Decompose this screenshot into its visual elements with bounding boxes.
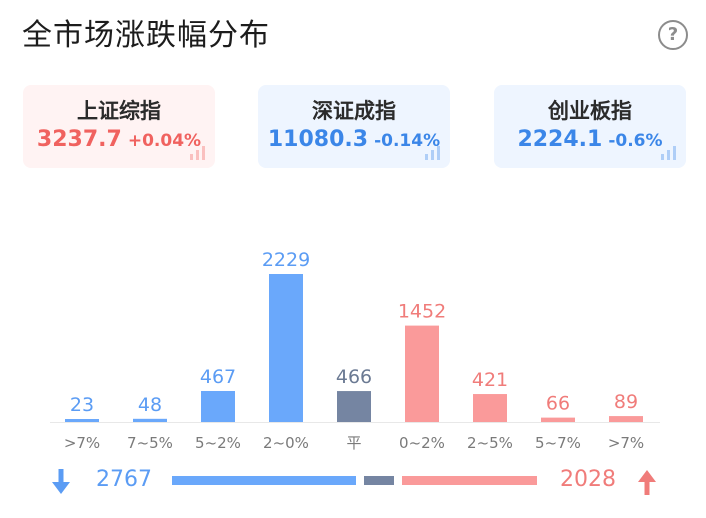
bar-value-label: 48	[138, 394, 162, 416]
bar-value-label: 2229	[262, 249, 310, 271]
bar-value-label: 421	[472, 369, 508, 391]
mini-chart-icon	[190, 146, 205, 160]
index-name: 创业板指	[548, 99, 632, 123]
distribution-chart: 23 >7% 48 7~5% 467 5~2% 2229 2~0% 466 平 1452 0~2% 42…	[50, 249, 660, 452]
arrow-up-icon	[638, 470, 656, 495]
index-change: -0.14%	[374, 131, 441, 151]
up-count: 2028	[560, 467, 616, 492]
bar-value-label: 89	[614, 391, 638, 413]
question-circle-icon[interactable]: ?	[658, 20, 688, 50]
bar-3[interactable]	[269, 274, 303, 422]
bar-1[interactable]	[133, 418, 167, 422]
index-price: 3237.7	[36, 127, 122, 152]
down-count: 2767	[96, 467, 152, 492]
category-label: 5~2%	[195, 434, 241, 452]
index-price: 2224.1	[517, 127, 603, 152]
index-price: 11080.3	[267, 127, 369, 152]
category-label: 5~7%	[535, 434, 581, 452]
ratio-bar-down	[172, 476, 356, 485]
index-card-shenzhen[interactable]: 深证成指 11080.3 -0.14%	[258, 85, 450, 168]
index-change: +0.04%	[127, 131, 202, 151]
bar-0[interactable]	[65, 419, 99, 422]
bar-2[interactable]	[201, 390, 235, 422]
page-title: 全市场涨跌幅分布	[22, 18, 270, 53]
rise-fall-summary: 2767 2028	[0, 463, 706, 499]
bar-value-label: 23	[70, 394, 94, 416]
category-label: >7%	[608, 434, 644, 452]
category-label: 2~5%	[467, 434, 513, 452]
index-card-chinext[interactable]: 创业板指 2224.1 -0.6%	[494, 85, 686, 168]
bar-value-label: 66	[546, 393, 570, 415]
bar-7[interactable]	[541, 417, 575, 422]
category-label: 0~2%	[399, 434, 445, 452]
category-label: 7~5%	[127, 434, 173, 452]
mini-chart-icon	[661, 146, 676, 160]
bar-value-label: 1452	[398, 301, 446, 323]
bar-value-label: 466	[336, 366, 372, 388]
bar-value-label: 467	[200, 366, 236, 388]
arrow-down-icon	[52, 469, 70, 494]
index-card-shanghai[interactable]: 上证综指 3237.7 +0.04%	[23, 85, 215, 168]
index-change: -0.6%	[608, 131, 663, 151]
bar-8[interactable]	[609, 416, 643, 422]
ratio-bar-flat	[363, 476, 395, 485]
index-name: 上证综指	[77, 99, 161, 123]
category-label: 平	[346, 434, 361, 452]
bar-5[interactable]	[405, 325, 439, 422]
category-label: >7%	[64, 434, 100, 452]
index-name: 深证成指	[312, 99, 396, 123]
bar-6[interactable]	[473, 394, 507, 422]
bar-4[interactable]	[337, 391, 371, 422]
mini-chart-icon	[425, 146, 440, 160]
category-label: 2~0%	[263, 434, 309, 452]
ratio-bar-up	[402, 476, 537, 485]
